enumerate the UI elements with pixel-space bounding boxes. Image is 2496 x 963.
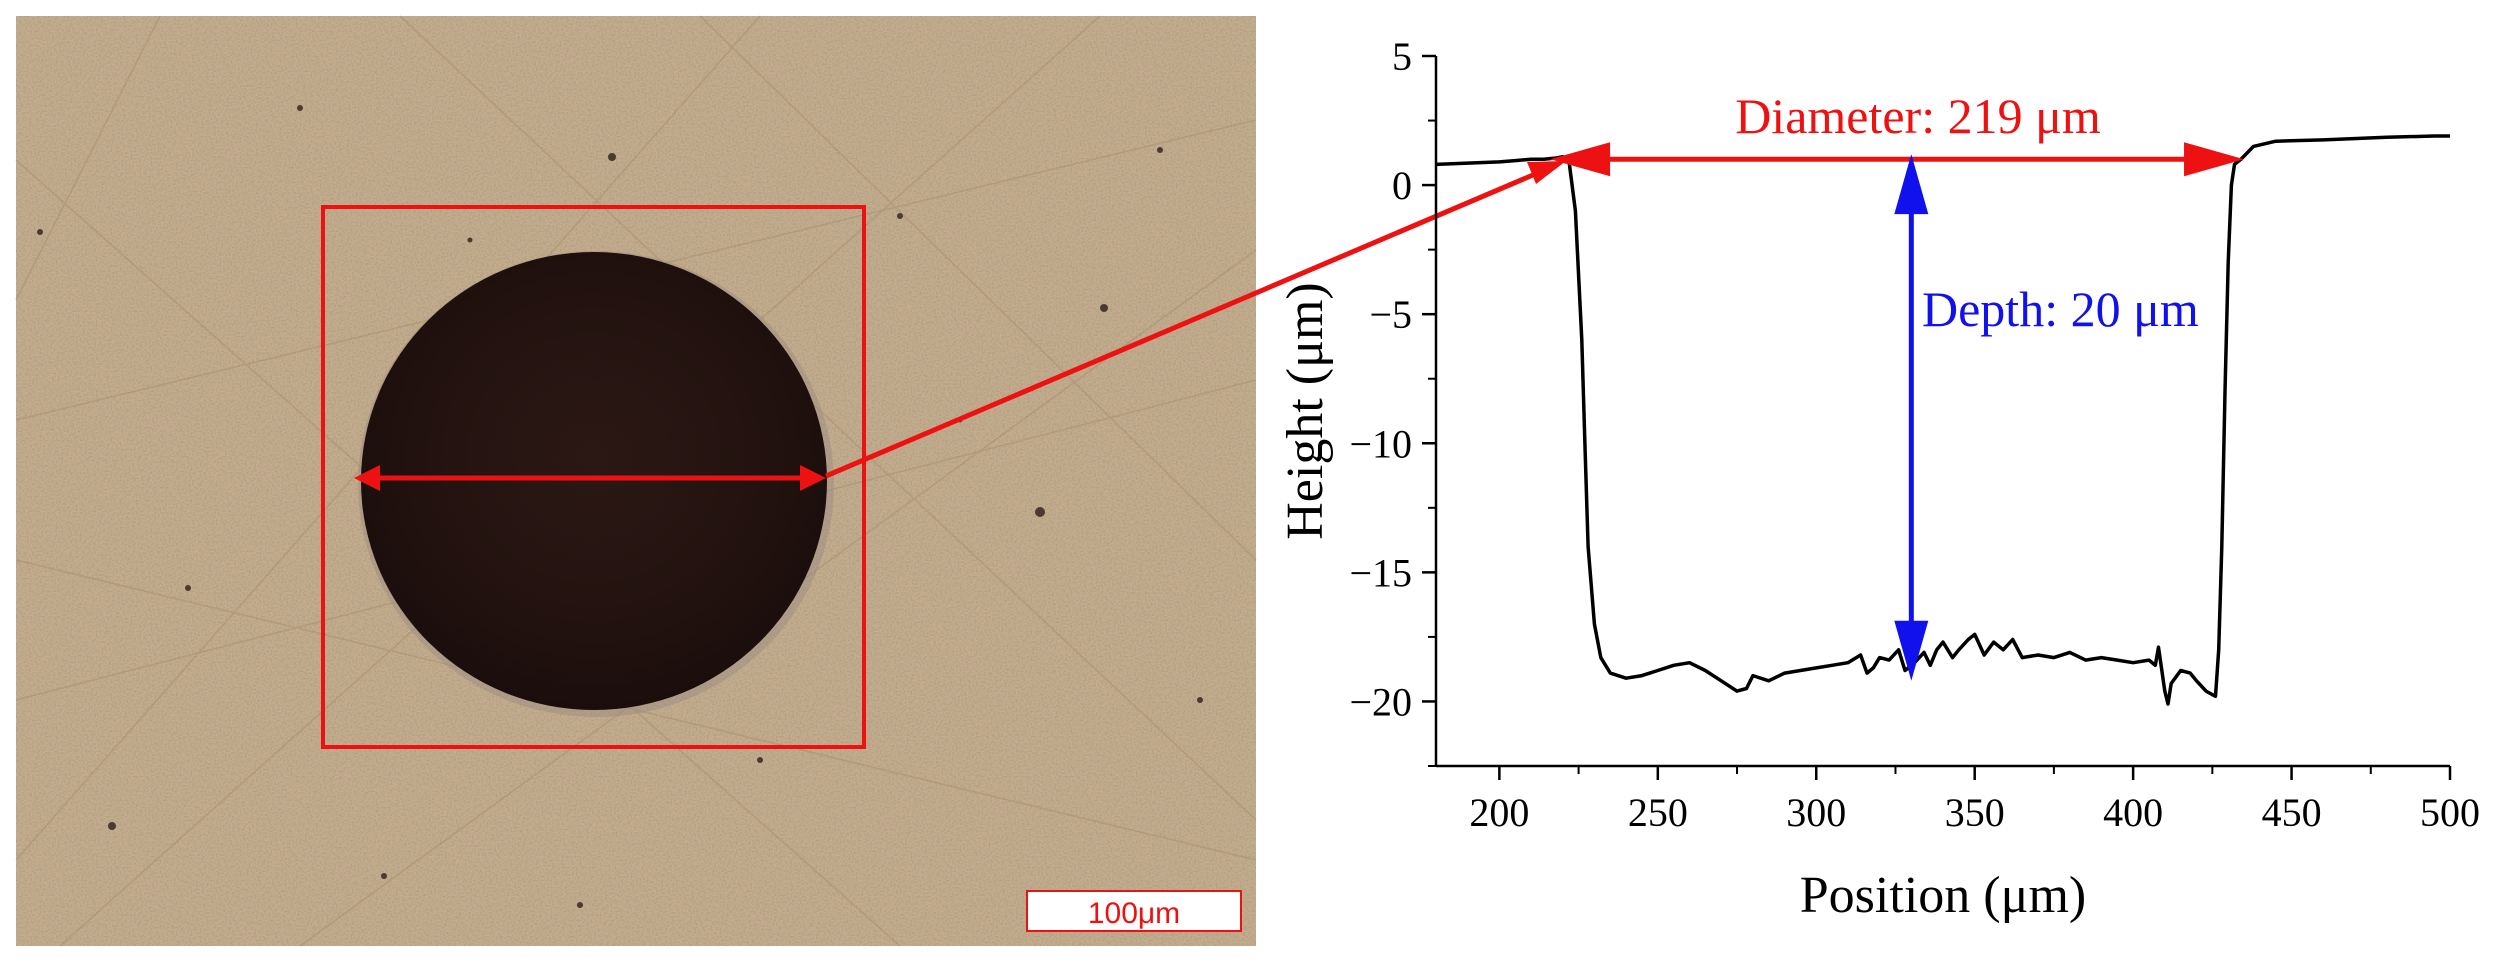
x-axis-label: Position (μm) xyxy=(1800,867,2086,924)
y-tick-label: −15 xyxy=(1349,550,1412,595)
profile-chart: 200 250 300 350 400 450 500 5 0 −5 −10 −15 −20 Posi… xyxy=(1277,34,2480,924)
scale-bar: 100μm xyxy=(1026,890,1242,932)
x-axis-ticks: 200 250 300 350 400 450 500 xyxy=(1469,766,2480,835)
series-line-height-profile xyxy=(1435,134,2450,706)
micrograph: 100μm xyxy=(15,15,1257,947)
diameter-label: Diameter: 219 μm xyxy=(1735,88,2101,144)
depth-annotation: Depth: 20 μm xyxy=(1894,154,2199,681)
scale-bar-label: 100μm xyxy=(1088,897,1180,930)
depth-arrow-head-bottom xyxy=(1894,620,1929,681)
x-tick-label: 450 xyxy=(2262,790,2322,835)
x-tick-label: 250 xyxy=(1628,790,1688,835)
diameter-arrow-head-right xyxy=(2184,142,2245,177)
laser-pit xyxy=(361,252,827,710)
diameter-annotation: Diameter: 219 μm xyxy=(1550,88,2245,177)
x-tick-label: 500 xyxy=(2420,790,2480,835)
y-tick-label: −10 xyxy=(1349,421,1412,466)
diameter-arrow-head-left xyxy=(1550,142,1611,177)
depth-label: Depth: 20 μm xyxy=(1922,281,2199,337)
x-tick-label: 200 xyxy=(1469,790,1529,835)
pit-diameter-arrow xyxy=(354,465,826,491)
x-tick-label: 350 xyxy=(1945,790,2005,835)
surface-defects xyxy=(37,105,1203,908)
y-tick-label: 0 xyxy=(1392,163,1412,208)
connector-arrow xyxy=(825,161,1566,479)
y-tick-label: −20 xyxy=(1349,679,1412,724)
y-axis-label: Height (μm) xyxy=(1277,282,1334,540)
y-tick-label: 5 xyxy=(1392,34,1412,79)
region-box xyxy=(321,205,866,749)
scale-bar-box xyxy=(1026,890,1242,932)
y-axis-ticks: 5 0 −5 −10 −15 −20 xyxy=(1349,34,1436,767)
depth-arrow-head-top xyxy=(1894,154,1929,215)
y-tick-label: −5 xyxy=(1369,292,1412,337)
x-tick-label: 300 xyxy=(1786,790,1846,835)
x-tick-label: 400 xyxy=(2103,790,2163,835)
